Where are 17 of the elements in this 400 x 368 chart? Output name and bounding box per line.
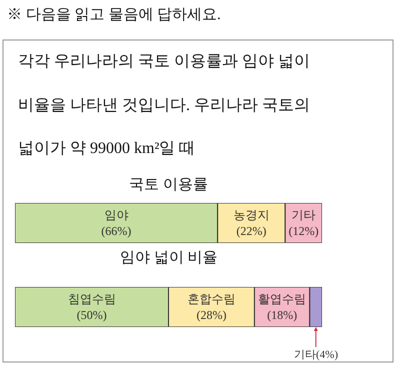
series-label: 임야 [104, 208, 128, 222]
text: ※ 다음을 읽고 물음에 답하세요. [7, 7, 221, 23]
data-label: (66%) [101, 224, 132, 238]
series-label: 혼합수림 [187, 292, 236, 306]
chart-title: 국토 이용률 [129, 177, 208, 193]
data-label: (22%) [236, 224, 266, 238]
data-label: (12%) [288, 224, 319, 238]
series-label: 활엽수림 [258, 292, 306, 306]
series-label: 기타 [292, 208, 316, 222]
series-label: 침엽수림 [68, 292, 116, 306]
text: 기타(4%) [294, 349, 338, 361]
chart-title: 임야 넓이 비율 [120, 250, 218, 266]
data-label: (18%) [267, 308, 298, 322]
data-label: (50%) [76, 308, 107, 322]
text: 각각 우리나라의 국토 이용률과 임야 넓이 비율을 나타낸 것입니다. 우리나라 국토의 넓이가 약 99000 km²일 때 [18, 53, 310, 157]
series-label: 농경지 [233, 208, 270, 222]
data-label: (28%) [196, 308, 226, 322]
